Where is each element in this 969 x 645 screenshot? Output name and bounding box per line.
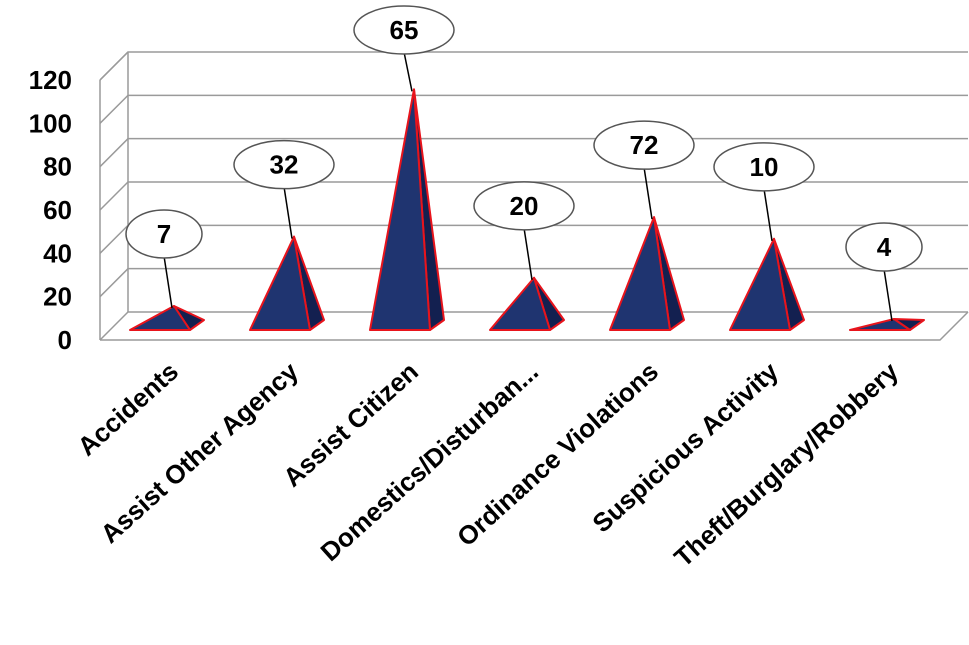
y-tick-label: 120 <box>29 65 72 95</box>
y-tick-label: 0 <box>58 325 72 355</box>
data-label: 65 <box>390 15 419 45</box>
y-tick-label: 60 <box>43 195 72 225</box>
pyramid-bar <box>609 216 671 331</box>
data-label: 72 <box>630 130 659 160</box>
pyramid-bar <box>729 237 791 331</box>
x-tick-label: Ordinance Violations <box>451 356 664 552</box>
data-label: 7 <box>157 219 171 249</box>
callout-leader <box>523 227 533 280</box>
callout-leader <box>403 51 413 92</box>
data-label: 10 <box>750 152 779 182</box>
y-tick-label: 80 <box>43 152 72 182</box>
callout-bubble <box>845 222 923 272</box>
callout-bubble <box>713 142 815 192</box>
y-tick-label: 100 <box>29 108 72 138</box>
x-tick-label: Theft/Burglary/Robbery <box>668 356 904 573</box>
callout-bubble <box>593 120 695 170</box>
y-tick-label: 40 <box>43 238 72 268</box>
y-tick-label: 20 <box>43 282 72 312</box>
data-label-callouts: 7 32 65 20 72 10 4 <box>125 5 923 322</box>
x-tick-label: Accidents <box>72 356 184 461</box>
gridline <box>99 51 968 81</box>
pyramid-bar <box>849 318 911 331</box>
callout-leader <box>643 167 653 220</box>
callout-bubble <box>125 209 203 259</box>
pyramid-bar <box>489 276 551 331</box>
callout-leader <box>163 255 173 309</box>
gridline <box>99 137 968 168</box>
gridline <box>99 181 968 211</box>
callout-bubble <box>353 5 455 55</box>
pyramid-bar <box>249 235 311 331</box>
chart-grid <box>99 51 969 341</box>
callout-leader <box>763 188 773 241</box>
x-tick-label: Domestics/Disturban... <box>315 356 544 567</box>
callout-bubble <box>233 139 335 190</box>
gridline <box>99 311 968 341</box>
pyramid-bar <box>369 88 431 331</box>
y-axis: 0 20 40 60 80 100 120 <box>29 65 72 355</box>
floor-edge <box>100 311 969 341</box>
chart-bars <box>129 88 925 331</box>
data-label: 32 <box>270 150 299 180</box>
callout-leader <box>283 186 293 239</box>
data-label: 4 <box>877 232 892 262</box>
data-label: 20 <box>510 191 539 221</box>
callout-leader <box>883 268 893 322</box>
x-tick-label: Assist Other Agency <box>95 356 305 549</box>
callout-bubble <box>473 181 575 231</box>
pyramid-bar <box>129 305 191 331</box>
gridline <box>99 94 968 124</box>
gridline <box>99 267 968 298</box>
